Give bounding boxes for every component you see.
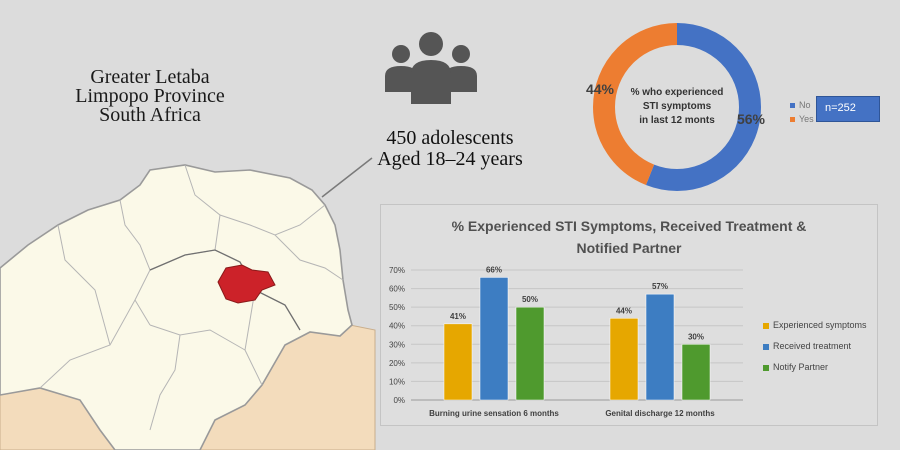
callout-line [321,157,373,198]
bar-value-label: 57% [652,282,668,291]
legend-label-experienced: Experienced symptoms [773,320,867,330]
legend-swatch-notify [763,364,769,371]
sample-size-badge: n=252 [816,96,880,122]
bar-value-label: 30% [688,332,704,341]
legend-swatch-experienced [763,322,769,329]
bar [479,277,509,401]
bar-value-label: 41% [450,312,466,321]
bar-value-label: 44% [616,306,632,315]
x-category-label: Burning urine sensation 6 months [429,409,559,418]
bar-value-label: 50% [522,295,538,304]
bar-legend-item-received: Received treatment [763,336,867,357]
map-district-borders-dark [149,249,301,331]
legend-label-notify: Notify Partner [773,362,829,372]
location-line-3: South Africa [99,104,201,126]
bar-legend-item-experienced: Experienced symptoms [763,315,867,336]
bar [645,293,675,401]
bar [515,306,545,401]
y-tick-label: 50% [389,303,405,312]
bar [443,323,473,401]
y-tick-label: 30% [389,340,405,349]
donut-center-line-3: in last 12 monts [639,115,715,126]
legend-swatch-received [763,343,769,350]
location-label: Greater Letaba Limpopo Province South Af… [40,66,260,126]
bar-chart-panel: % Experienced STI Symptoms, Received Tre… [380,204,878,426]
y-tick-label: 40% [389,322,405,331]
bar-chart-legend: Experienced symptoms Received treatment … [763,315,867,378]
y-tick-label: 70% [389,266,405,275]
donut-value-label-yes: 44% [586,81,615,97]
bar [609,318,639,401]
legend-label-received: Received treatment [773,341,852,351]
y-tick-label: 10% [389,377,405,386]
bar-chart-title-line-1: % Experienced STI Symptoms, Received Tre… [451,218,807,234]
donut-legend: No Yes [790,98,814,126]
bar-value-label: 66% [486,265,502,274]
y-tick-label: 20% [389,359,405,368]
location-line-2: Limpopo Province [75,85,225,107]
legend-label-yes: Yes [799,114,814,124]
bar [681,344,711,401]
bar-chart-title: % Experienced STI Symptoms, Received Tre… [381,215,877,259]
legend-swatch-no [790,102,795,108]
donut-value-label-no: 56% [737,111,766,127]
y-tick-label: 0% [393,396,405,405]
donut-slice-yes [593,23,761,191]
donut-center-line-2: STI symptoms [643,101,712,112]
cohort-line-2: Aged 18–24 years [377,148,523,170]
bar-legend-item-notify: Notify Partner [763,357,867,378]
donut-center-line-1: % who experienced [631,87,724,98]
donut-legend-item-yes: Yes [790,112,814,126]
greater-letaba-region [217,264,276,304]
x-category-label: Genital discharge 12 months [605,409,715,418]
legend-label-no: No [799,100,811,110]
y-tick-label: 60% [389,285,405,294]
sti-donut-chart: % who experienced STI symptoms in last 1… [586,23,766,191]
people-group-icon [385,32,477,104]
location-line-1: Greater Letaba [90,66,210,88]
bar-chart-title-line-2: Notified Partner [576,240,682,256]
legend-swatch-yes [790,116,795,122]
cohort-label: 450 adolescents Aged 18–24 years [365,128,535,170]
cohort-line-1: 450 adolescents [386,127,514,149]
donut-legend-item-no: No [790,98,814,112]
sti-bar-chart: 0% 10% 20% 30% 40% 50% 60% 70% 41% 66% 50% Burning … [389,265,743,418]
